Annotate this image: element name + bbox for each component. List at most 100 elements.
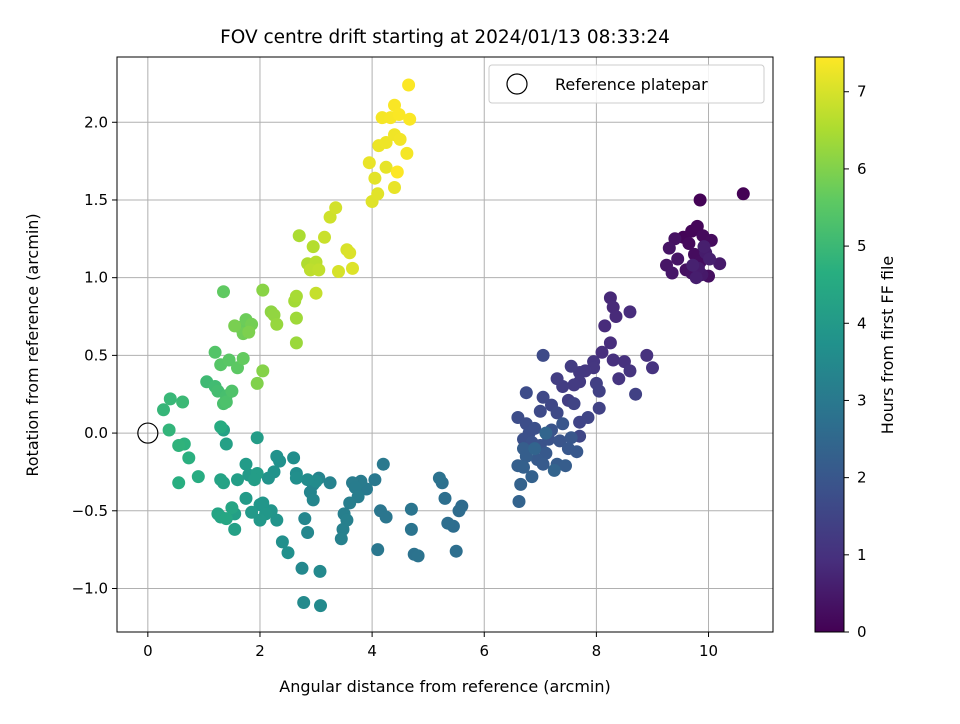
data-point xyxy=(609,310,623,323)
data-point xyxy=(517,460,530,474)
data-point xyxy=(228,319,242,333)
data-point xyxy=(297,596,311,609)
data-point xyxy=(612,372,626,386)
data-point xyxy=(404,502,418,516)
x-axis-label: Angular distance from reference (arcmin) xyxy=(279,677,610,696)
data-point xyxy=(191,470,205,484)
colorbar-tick-label: 1 xyxy=(857,546,867,564)
data-point xyxy=(313,564,327,578)
grid xyxy=(117,57,773,632)
data-point xyxy=(214,473,228,487)
data-point xyxy=(270,317,284,331)
legend-entry-reference: Reference platepar xyxy=(555,75,708,94)
colorbar-tick-label: 2 xyxy=(857,469,867,487)
data-point xyxy=(379,510,393,524)
x-tick-label: 2 xyxy=(255,642,265,660)
data-point xyxy=(438,491,452,505)
data-point xyxy=(662,241,676,255)
data-point xyxy=(556,417,570,431)
colorbar-tick-label: 5 xyxy=(857,237,867,255)
data-point xyxy=(682,237,696,250)
data-point xyxy=(219,437,233,451)
colorbar-tick-label: 7 xyxy=(857,83,867,101)
y-tick-label: −0.5 xyxy=(72,502,108,520)
y-tick-label: 0.5 xyxy=(84,346,108,364)
plot-frame xyxy=(116,56,774,633)
y-tick-label: −1.0 xyxy=(72,579,108,597)
data-point xyxy=(512,495,526,508)
data-point xyxy=(334,532,348,546)
data-point xyxy=(606,353,620,367)
data-point xyxy=(306,240,320,254)
data-point xyxy=(581,411,595,424)
data-point xyxy=(222,353,236,367)
x-axis-ticks: 0 2 4 6 8 10 xyxy=(143,632,718,660)
data-point xyxy=(368,171,382,185)
data-point xyxy=(402,78,416,92)
y-axis-ticks: −1.0 −0.5 0.0 0.5 1.0 1.5 2.0 xyxy=(72,113,117,597)
data-point xyxy=(404,522,418,536)
data-point xyxy=(514,477,528,491)
data-point xyxy=(703,252,717,266)
data-point xyxy=(312,263,326,277)
data-point xyxy=(567,378,581,392)
data-point xyxy=(314,599,327,613)
data-point xyxy=(403,112,417,126)
data-point xyxy=(629,387,643,401)
data-point xyxy=(306,493,320,507)
data-point xyxy=(172,476,186,490)
data-point xyxy=(162,423,176,437)
data-point xyxy=(400,146,414,160)
data-point xyxy=(176,395,190,409)
data-point xyxy=(245,505,259,519)
data-point xyxy=(623,364,637,378)
data-point xyxy=(411,549,425,563)
data-point xyxy=(292,229,306,243)
data-point xyxy=(525,470,539,484)
data-point xyxy=(217,285,230,299)
y-tick-label: 0.0 xyxy=(84,424,108,442)
data-point xyxy=(371,543,385,557)
y-tick-label: 1.5 xyxy=(84,191,108,209)
data-points xyxy=(157,78,750,613)
data-point xyxy=(550,406,564,420)
data-point xyxy=(452,504,466,518)
data-point xyxy=(592,384,606,398)
data-point xyxy=(449,544,463,558)
data-point xyxy=(598,319,612,333)
data-point xyxy=(242,325,256,339)
x-tick-label: 0 xyxy=(143,642,153,660)
data-point xyxy=(219,395,233,409)
data-point xyxy=(231,361,244,375)
x-tick-label: 8 xyxy=(592,642,602,660)
data-point xyxy=(379,136,393,149)
data-point xyxy=(239,457,253,471)
data-point xyxy=(388,181,401,194)
data-point xyxy=(736,187,750,201)
data-point xyxy=(539,426,553,440)
data-point xyxy=(441,516,455,530)
data-point xyxy=(536,348,550,362)
data-point xyxy=(536,390,550,404)
reference-marker-group xyxy=(137,422,159,444)
data-point xyxy=(343,496,357,510)
data-point xyxy=(157,403,170,417)
data-point xyxy=(289,289,303,303)
data-point xyxy=(536,457,550,471)
data-point xyxy=(547,463,561,477)
data-point xyxy=(528,421,542,435)
colorbar-tick-label: 3 xyxy=(857,391,867,409)
data-point xyxy=(519,449,533,463)
data-point xyxy=(393,132,407,146)
data-point xyxy=(231,473,244,487)
data-point xyxy=(595,345,609,359)
data-point xyxy=(214,420,228,434)
data-point xyxy=(559,459,572,473)
data-point xyxy=(247,473,261,487)
data-point xyxy=(432,471,446,485)
colorbar-label: Hours from first FF file xyxy=(878,256,897,435)
y-tick-label: 1.0 xyxy=(84,269,108,287)
colorbar-gradient xyxy=(814,56,845,633)
data-point xyxy=(564,431,578,445)
colorbar-tick-label: 6 xyxy=(857,160,867,178)
